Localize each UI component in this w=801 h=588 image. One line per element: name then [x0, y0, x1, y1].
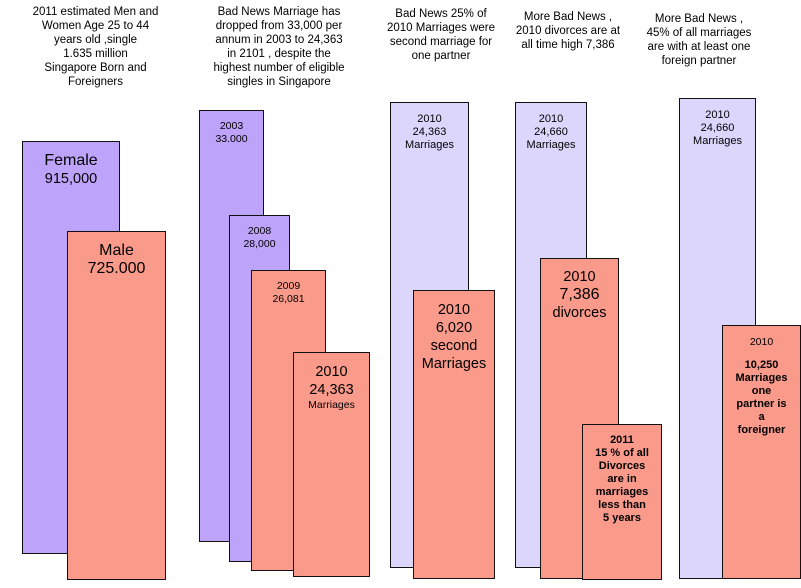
bar-label-line: second — [430, 338, 478, 354]
bar-label-line: 2011 — [610, 434, 634, 446]
caption-line: Bad News 25% of — [395, 8, 487, 20]
caption-line: More Bad News , — [654, 13, 744, 25]
caption-foreign: More Bad News , 45% of all marriages are… — [638, 12, 760, 68]
bar-label-line: 24,660 — [534, 126, 568, 138]
bar-label-line: Marriages — [526, 139, 576, 151]
caption-line: highest number of eligible — [213, 62, 345, 74]
bar-label-line: a — [758, 411, 765, 423]
bar-label-line: Marriages — [405, 139, 454, 151]
bar-label-line: 2010 — [315, 364, 348, 380]
caption-line: 2010 divorces are at — [515, 25, 621, 37]
caption-line: one partner — [411, 50, 471, 62]
caption-line: 45% of all marriages — [646, 27, 752, 39]
bar-label-line: 5 years — [603, 512, 641, 524]
caption-line: all time high 7,386 — [521, 39, 615, 51]
caption-line: 1.635 million — [63, 48, 128, 60]
bar-label-line: 915,000 — [44, 171, 98, 187]
caption-population: 2011 estimated Men and Women Age 25 to 4… — [18, 5, 173, 89]
bar-label-line: divorces — [552, 305, 607, 321]
caption-line: in 2101 , despite the — [227, 48, 331, 60]
bar-label-line: 2010 — [417, 113, 442, 125]
bar-label-line: 7,386 — [559, 286, 600, 303]
bar-label-line: 725.000 — [87, 260, 146, 277]
bar-foreign-partner: 2010 10,250 Marriages one partner is a f… — [722, 325, 801, 579]
bar-label-line: 2003 — [219, 120, 244, 132]
bar-label-line: Male — [99, 242, 134, 259]
bar-label-line: Marriages — [693, 135, 742, 147]
bar-label-line: 24,363 — [412, 126, 447, 138]
bar-male: Male 725.000 — [67, 231, 166, 580]
bar-label-line: 24,363 — [309, 382, 354, 398]
bar-label-line: 2010 — [563, 269, 596, 285]
caption-line: annum in 2003 to 24,363 — [215, 34, 343, 46]
caption-line: second marriage for — [389, 36, 493, 48]
bar-label-line: less than — [598, 499, 646, 511]
caption-line: Singapore Born and — [44, 62, 147, 74]
bar-label-line: Marriages — [308, 399, 355, 411]
caption-line: are with at least one — [647, 41, 751, 53]
bar-label-line: Marriages — [735, 372, 788, 384]
bar-label-line: 24,660 — [700, 122, 735, 134]
caption-line: 2010 Marriages were — [386, 22, 496, 34]
bar-label-line: foreigner — [737, 424, 786, 436]
bar-label-line: 2010 — [437, 302, 471, 318]
bar-2010-marriages: 2010 24,363 Marriages — [293, 352, 370, 577]
caption-line: dropped from 33,000 per — [215, 20, 343, 32]
bar-label-line: Divorces — [598, 460, 646, 472]
caption-second-marriage: Bad News 25% of 2010 Marriages were seco… — [378, 7, 504, 63]
caption-line: Bad News Marriage has — [217, 6, 341, 18]
caption-divorces: More Bad News , 2010 divorces are at all… — [505, 10, 631, 52]
bar-label-line: 2010 — [749, 336, 774, 348]
bar-label-line: marriages — [595, 486, 649, 498]
bar-label-line: 2010 — [538, 113, 564, 125]
bar-label-line: Marriages — [421, 356, 487, 372]
bar-label-line: partner is — [736, 398, 787, 410]
caption-line: years old ,single — [53, 34, 138, 46]
bar-label-line: 15 % of all — [595, 447, 649, 459]
bar-label-line: Female — [44, 152, 98, 169]
caption-line: More Bad News , — [523, 11, 613, 23]
bar-label-line: are in — [607, 473, 637, 485]
bar-label-line: 33.000 — [215, 133, 248, 145]
caption-marriage-decline: Bad News Marriage has dropped from 33,00… — [193, 5, 365, 89]
bar-label-line: 6,020 — [435, 320, 473, 336]
bar-label-line: one — [751, 385, 772, 397]
bar-second-marriages: 2010 6,020 second Marriages — [413, 290, 495, 579]
caption-line: singles in Singapore — [227, 76, 331, 88]
caption-line: foreign partner — [661, 55, 737, 67]
bar-early-divorces: 2011 15 % of all Divorces are in marriag… — [582, 424, 662, 580]
bar-label-line: 2010 — [705, 109, 730, 121]
bar-label-line: 2009 — [276, 280, 301, 292]
caption-line: Foreigners — [68, 76, 123, 88]
bar-label-line: 26,081 — [272, 293, 305, 305]
caption-line: 2011 estimated Men and — [32, 6, 159, 18]
bar-label-line: 2008 — [247, 225, 272, 237]
bar-label-line: 10,250 — [744, 359, 779, 371]
caption-line: Women Age 25 to 44 — [41, 20, 150, 32]
bar-label-line: 28,000 — [243, 238, 276, 250]
